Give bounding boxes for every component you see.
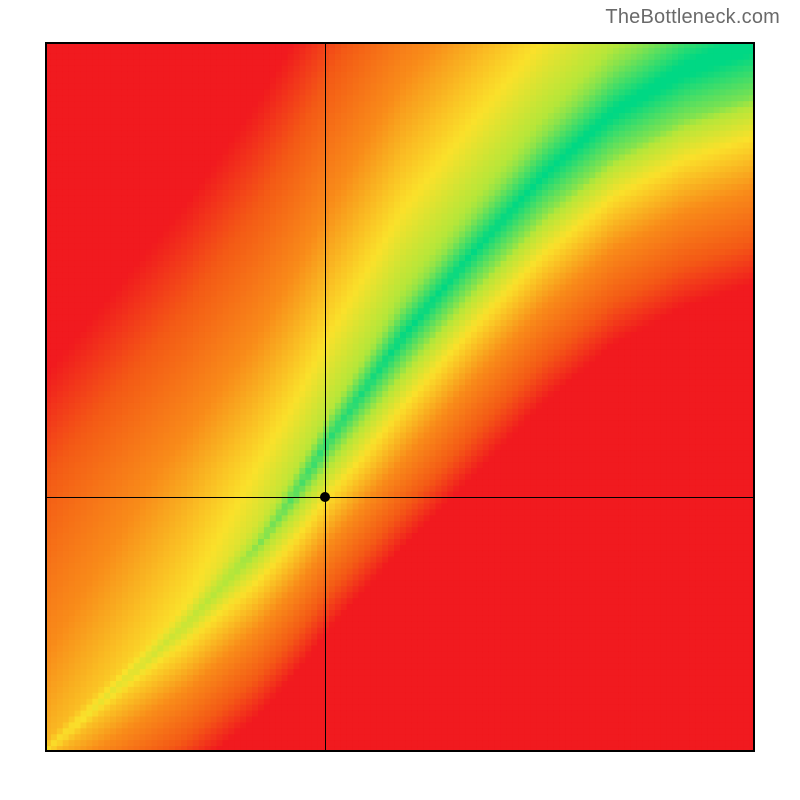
figure-container: { "watermark": { "text": "TheBottleneck.… <box>0 0 800 800</box>
watermark-text: TheBottleneck.com <box>605 6 780 29</box>
heatmap-plot <box>45 42 755 752</box>
heatmap-canvas <box>45 42 755 752</box>
